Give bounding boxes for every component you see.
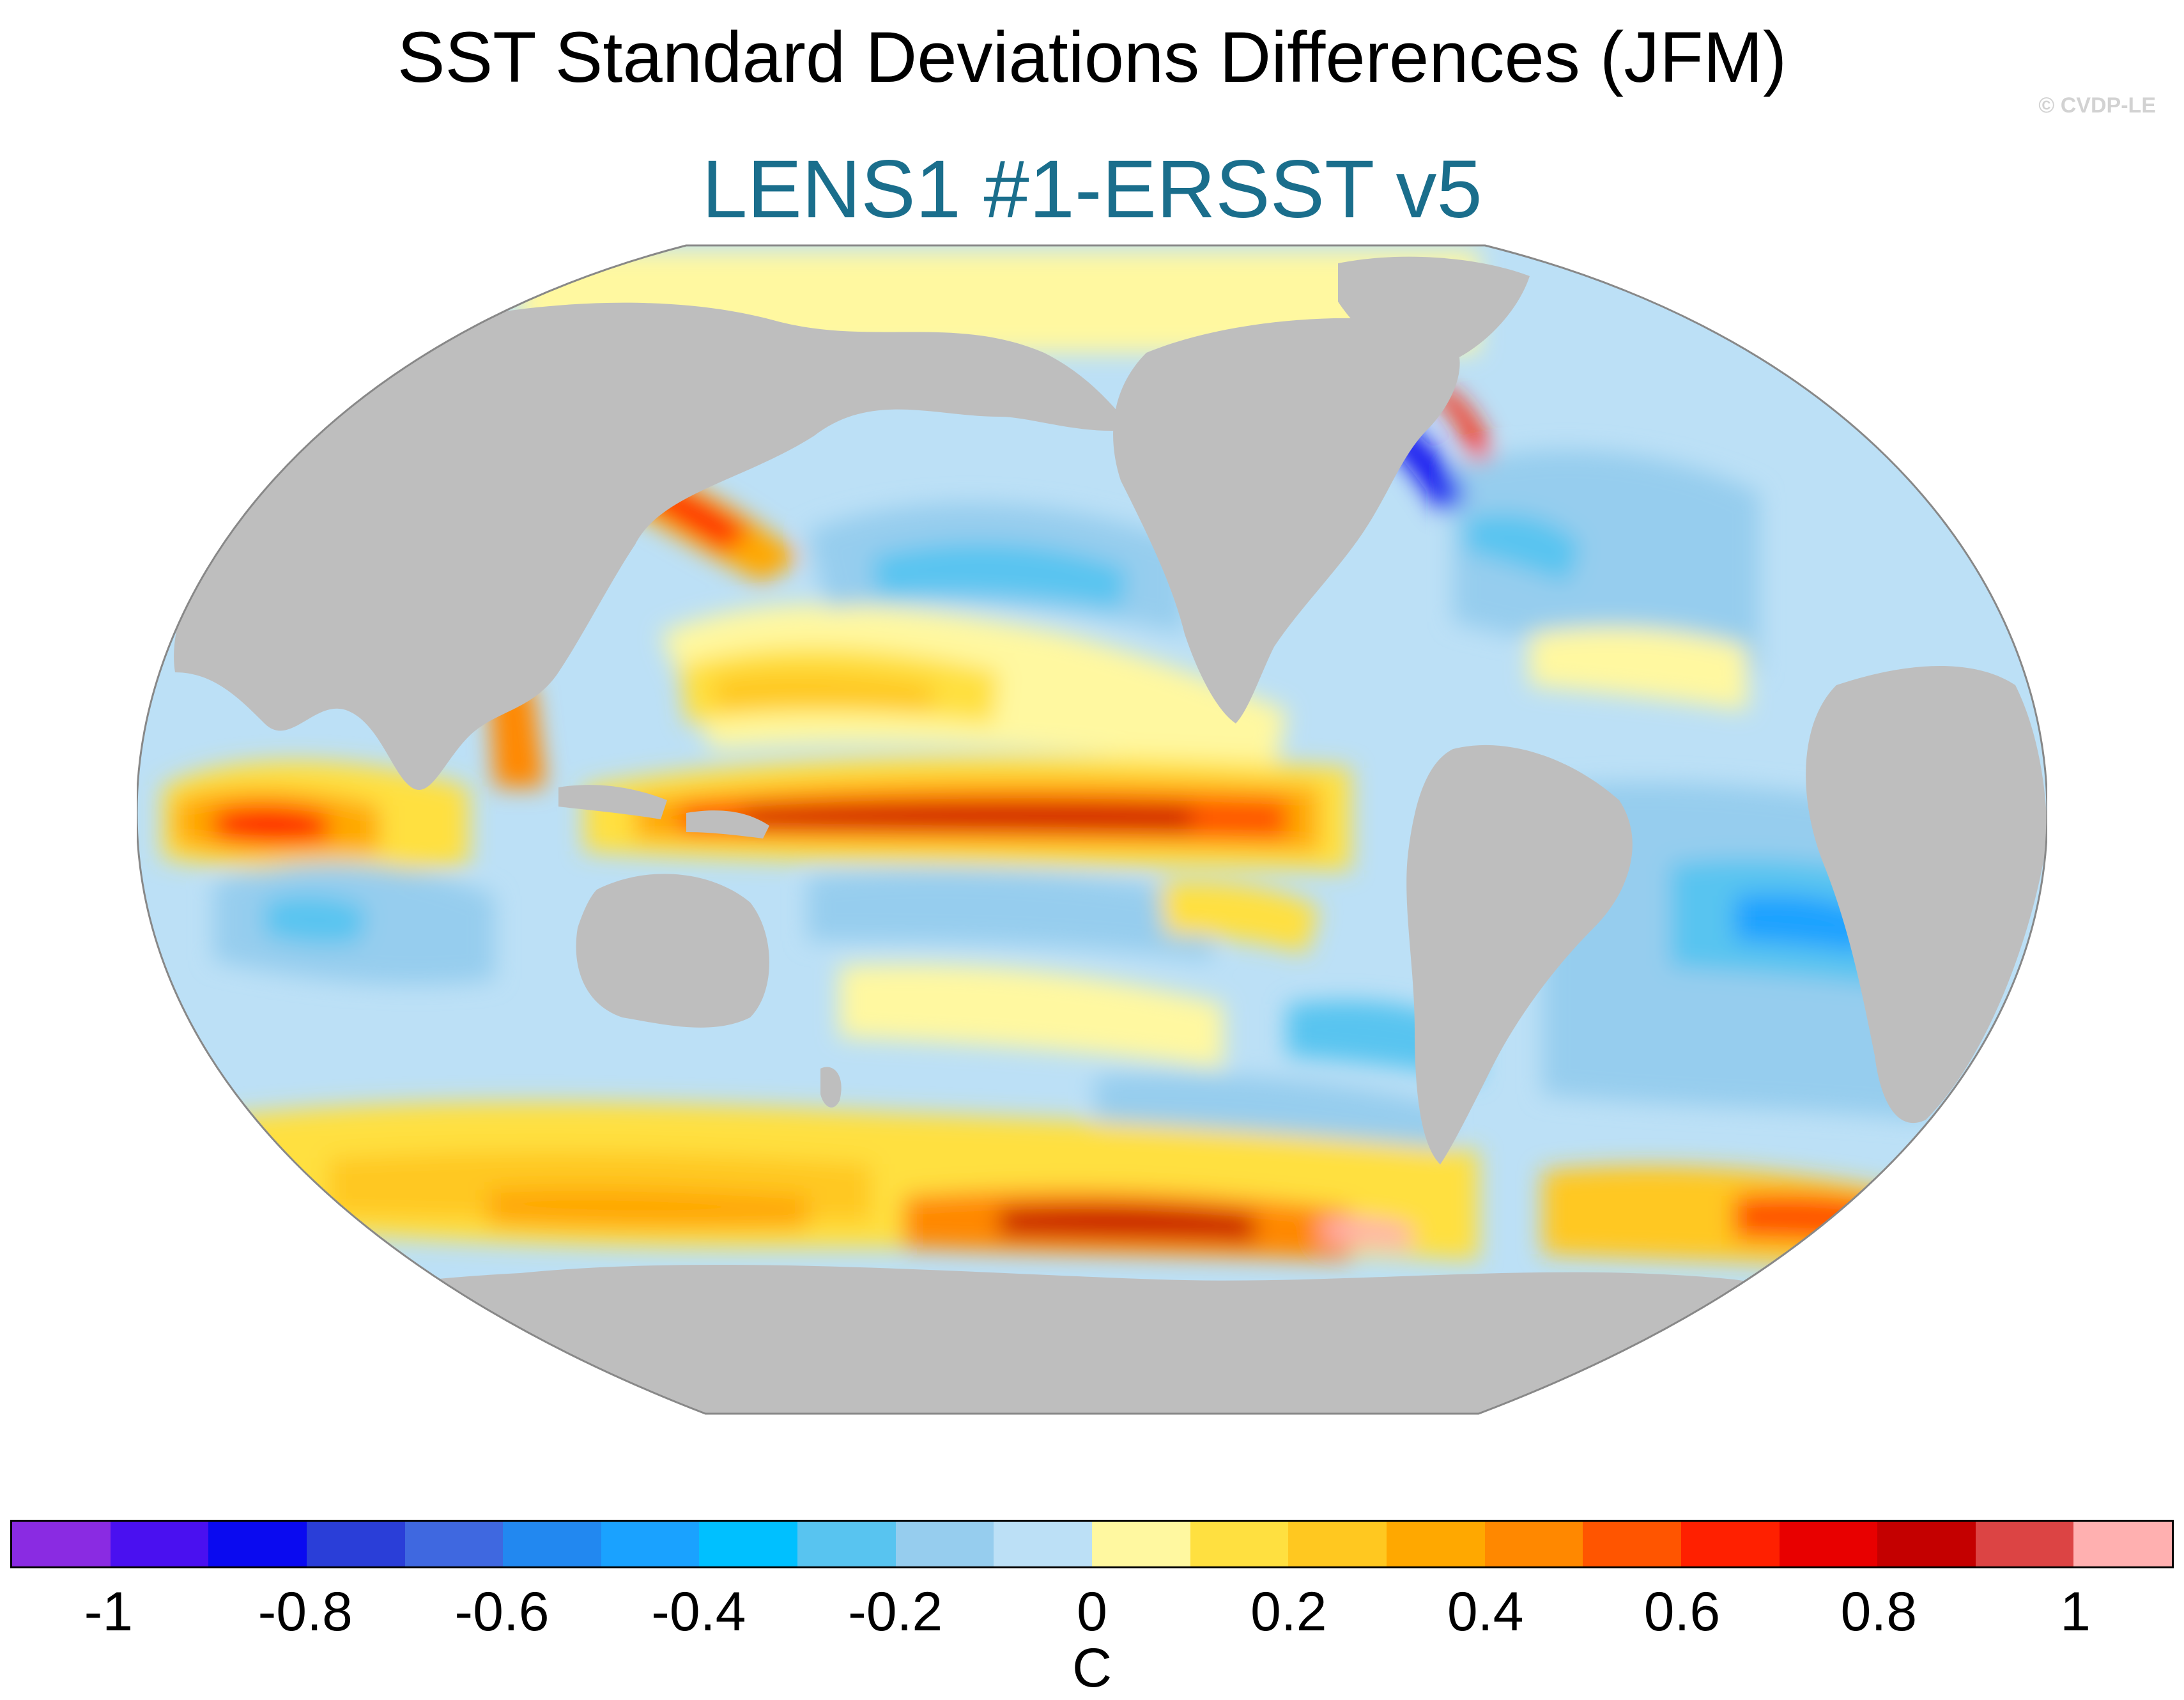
colorbar-cell	[1386, 1522, 1485, 1566]
colorbar-unit: C	[1072, 1637, 1112, 1699]
credit-label: © CVDP-LE	[2038, 93, 2156, 118]
map-outline	[135, 244, 2049, 1415]
colorbar-tick-label: 0.6	[1643, 1581, 1721, 1642]
colorbar-tick-label: 1	[2060, 1581, 2091, 1642]
colorbar-cell	[1680, 1522, 1780, 1566]
colorbar-tick-label: -0.8	[258, 1581, 353, 1642]
colorbar-cell	[306, 1522, 405, 1566]
colorbar-cell	[1779, 1522, 1878, 1566]
sst-field	[162, 251, 1939, 1273]
colorbar-cell	[1092, 1522, 1190, 1566]
figure-title: SST Standard Deviations Differences (JFM…	[397, 17, 1787, 97]
colorbar-cell	[1975, 1522, 2074, 1566]
colorbar-tick-label: 0.4	[1447, 1581, 1524, 1642]
world-map	[135, 225, 2049, 1426]
colorbar-cell	[895, 1522, 994, 1566]
map-svg	[135, 244, 2049, 1415]
colorbar-cell	[699, 1522, 798, 1566]
colorbar	[10, 1520, 2174, 1568]
colorbar-tick-label: -0.2	[848, 1581, 943, 1642]
colorbar-tick-label: -0.4	[651, 1581, 746, 1642]
colorbar-tick-label: 0.8	[1840, 1581, 1918, 1642]
panel-subtitle: LENS1 #1-ERSST v5	[702, 144, 1482, 235]
colorbar-cell	[601, 1522, 700, 1566]
colorbar-cell	[1190, 1522, 1289, 1566]
colorbar-cell	[404, 1522, 504, 1566]
colorbar-cell	[1583, 1522, 1681, 1566]
colorbar-tick-label: 0	[1077, 1581, 1107, 1642]
colorbar-cell	[994, 1522, 1093, 1566]
colorbar-cell	[1484, 1522, 1583, 1566]
colorbar-tick-label: -1	[84, 1581, 134, 1642]
colorbar-cell	[12, 1522, 111, 1566]
colorbar-cell	[2073, 1522, 2172, 1566]
colorbar-cell	[503, 1522, 601, 1566]
colorbar-cell	[110, 1522, 209, 1566]
colorbar-tick-label: 0.2	[1250, 1581, 1327, 1642]
colorbar-tick-label: -0.6	[454, 1581, 550, 1642]
colorbar-cell	[1877, 1522, 1976, 1566]
colorbar-cell	[208, 1522, 307, 1566]
colorbar-cell	[1288, 1522, 1387, 1566]
colorbar-ticks: -1 -0.8 -0.6 -0.4 -0.2 0 0.2 0.4 0.6 0.8 1	[10, 1580, 2174, 1650]
colorbar-cell	[797, 1522, 896, 1566]
